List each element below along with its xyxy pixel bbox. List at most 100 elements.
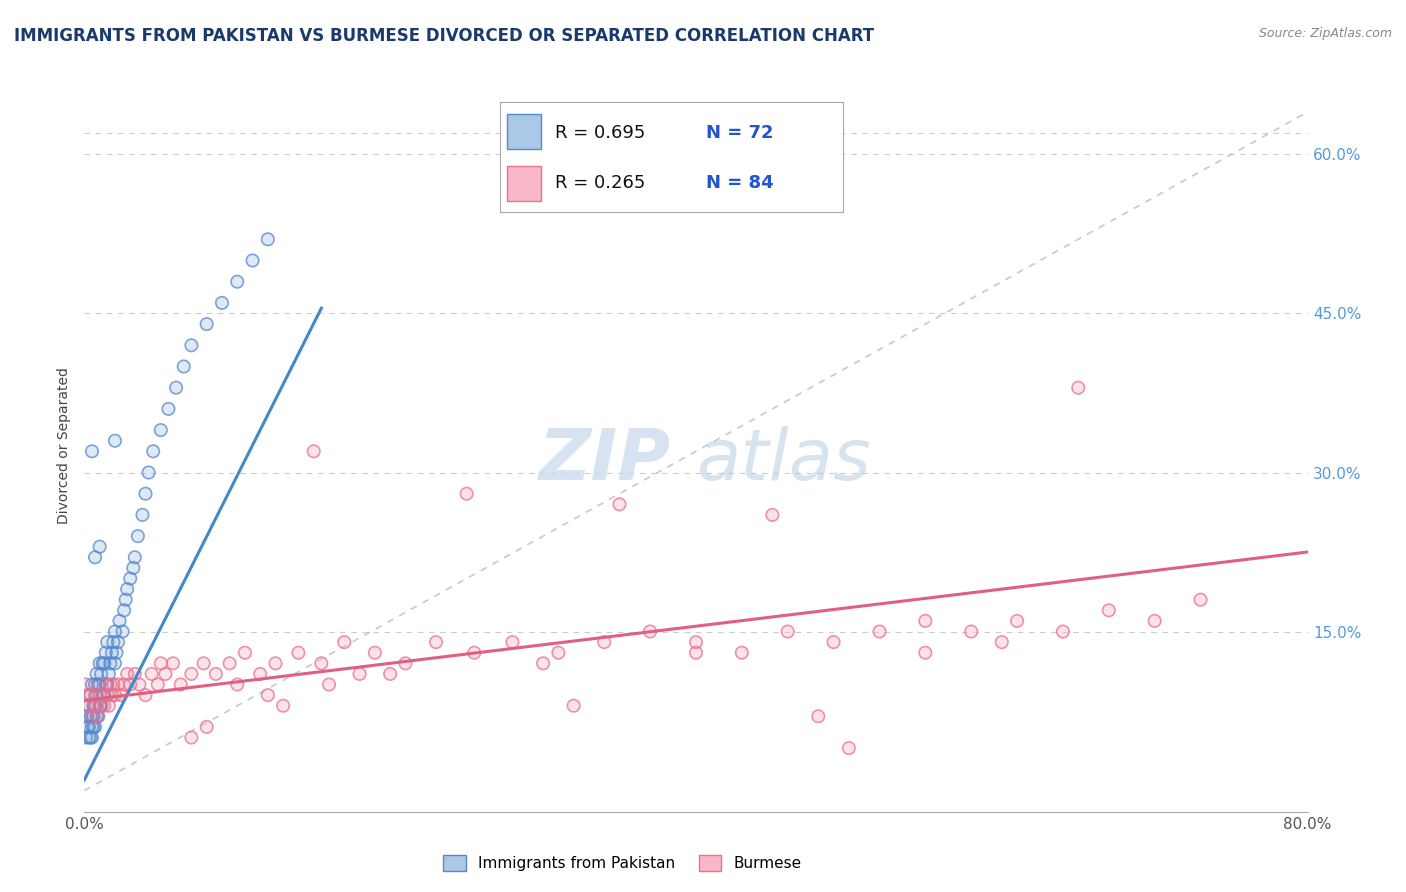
Point [233,646,256,660]
Point [77,698,100,713]
Point [120,572,142,586]
Point [502,635,524,649]
Point [87,677,110,691]
Point [531,657,554,671]
Point [94,646,117,660]
Point [165,381,187,395]
Point [107,635,129,649]
Point [838,741,860,756]
Point [685,635,707,649]
Point [180,338,202,352]
Point [75,731,97,745]
Point [127,529,149,543]
Point [195,720,218,734]
Point [242,253,264,268]
Point [104,688,127,702]
Point [731,646,754,660]
Point [87,709,110,723]
Point [80,444,103,458]
Point [112,603,135,617]
Point [287,646,309,660]
Point [180,667,202,681]
Point [318,677,340,691]
Point [287,646,309,660]
Point [103,635,125,649]
Point [502,635,524,649]
Legend: Immigrants from Pakistan, Burmese: Immigrants from Pakistan, Burmese [437,849,808,877]
Point [103,677,125,691]
Point [128,677,150,691]
Point [960,624,983,639]
Point [1189,592,1212,607]
Point [91,657,114,671]
Point [165,381,187,395]
Point [80,720,103,734]
Text: IMMIGRANTS FROM PAKISTAN VS BURMESE DIVORCED OR SEPARATED CORRELATION CHART: IMMIGRANTS FROM PAKISTAN VS BURMESE DIVO… [14,27,875,45]
Point [97,698,120,713]
Point [131,508,153,522]
Point [80,709,103,723]
Point [135,688,157,702]
Point [257,232,280,246]
Point [96,688,118,702]
Point [80,677,103,691]
Point [264,657,287,671]
Point [302,444,325,458]
Point [89,698,111,713]
Point [76,720,98,734]
Point [1098,603,1121,617]
Point [638,624,661,639]
Point [83,698,105,713]
Point [547,646,569,660]
Point [364,646,387,660]
Point [218,657,240,671]
Point [124,550,146,565]
Point [531,657,554,671]
Point [609,497,631,511]
Point [157,401,180,416]
Point [80,731,103,745]
Point [135,486,157,500]
Point [97,667,120,681]
Point [89,698,111,713]
Point [89,540,111,554]
Point [79,688,101,702]
Point [93,657,115,671]
Point [170,677,193,691]
Point [90,698,112,713]
Point [112,677,135,691]
Point [86,698,108,713]
Point [93,698,115,713]
Point [98,677,121,691]
Point [838,741,860,756]
Point [107,677,129,691]
Point [991,635,1014,649]
Point [685,635,707,649]
Point [394,657,416,671]
Point [103,635,125,649]
Text: atlas: atlas [696,426,870,495]
Point [138,466,160,480]
Point [101,688,124,702]
Point [80,709,103,723]
Point [79,688,101,702]
Point [83,709,105,723]
Point [96,635,118,649]
Point [1098,603,1121,617]
Point [105,646,128,660]
Point [115,582,138,596]
Point [142,444,165,458]
Point [463,646,485,660]
Point [80,677,103,691]
Point [1189,592,1212,607]
Point [761,508,783,522]
Point [114,592,136,607]
Point [115,582,138,596]
Point [104,624,127,639]
Point [86,688,108,702]
Point [84,688,107,702]
Point [593,635,616,649]
Point [83,720,105,734]
Text: ZIP: ZIP [540,426,672,495]
Point [776,624,799,639]
